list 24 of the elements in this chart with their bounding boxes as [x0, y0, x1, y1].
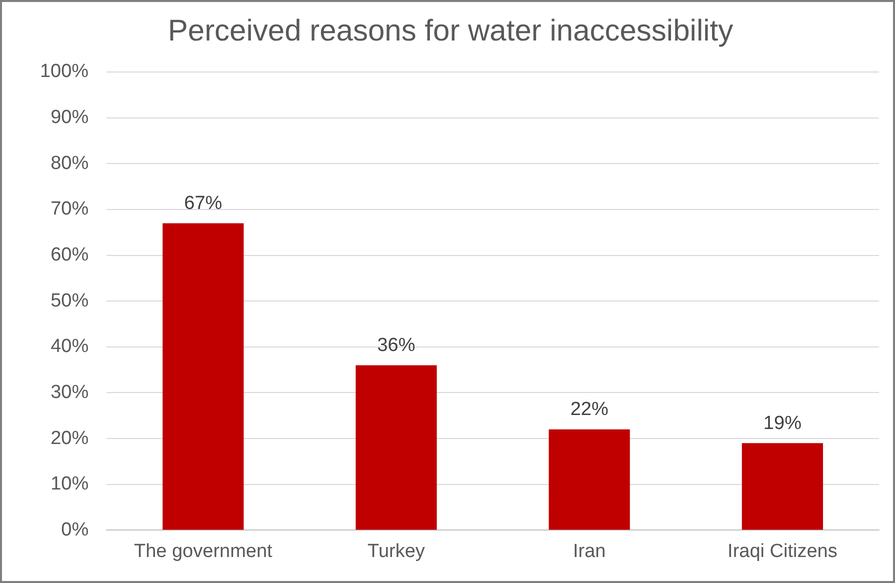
data-label: 22% — [570, 399, 608, 420]
bar — [548, 429, 630, 530]
y-tick-label: 90% — [50, 107, 89, 128]
data-label: 36% — [377, 334, 416, 356]
y-tick-label: 40% — [50, 336, 89, 358]
x-tick-label: Turkey — [368, 540, 426, 562]
y-tick-label: 80% — [50, 152, 89, 174]
y-tick-label: 10% — [50, 474, 89, 495]
y-tick-label: 60% — [50, 244, 89, 266]
bar — [742, 443, 823, 530]
x-tick-label: Iraqi Citizens — [728, 540, 838, 562]
y-tick-label: 20% — [50, 428, 89, 449]
y-tick-label: 70% — [50, 198, 89, 220]
x-tick-label: The government — [134, 540, 274, 562]
data-label: 19% — [763, 412, 802, 434]
chart-title: Perceived reasons for water inaccessibility — [168, 14, 734, 48]
bar — [162, 223, 244, 530]
y-tick-label: 100% — [40, 61, 89, 82]
bar — [356, 365, 437, 530]
y-tick-label: 30% — [50, 382, 89, 403]
data-label: 67% — [184, 192, 222, 214]
y-tick-label: 50% — [50, 290, 89, 312]
y-tick-label: 0% — [61, 519, 89, 540]
x-tick-label: Iran — [572, 540, 606, 562]
